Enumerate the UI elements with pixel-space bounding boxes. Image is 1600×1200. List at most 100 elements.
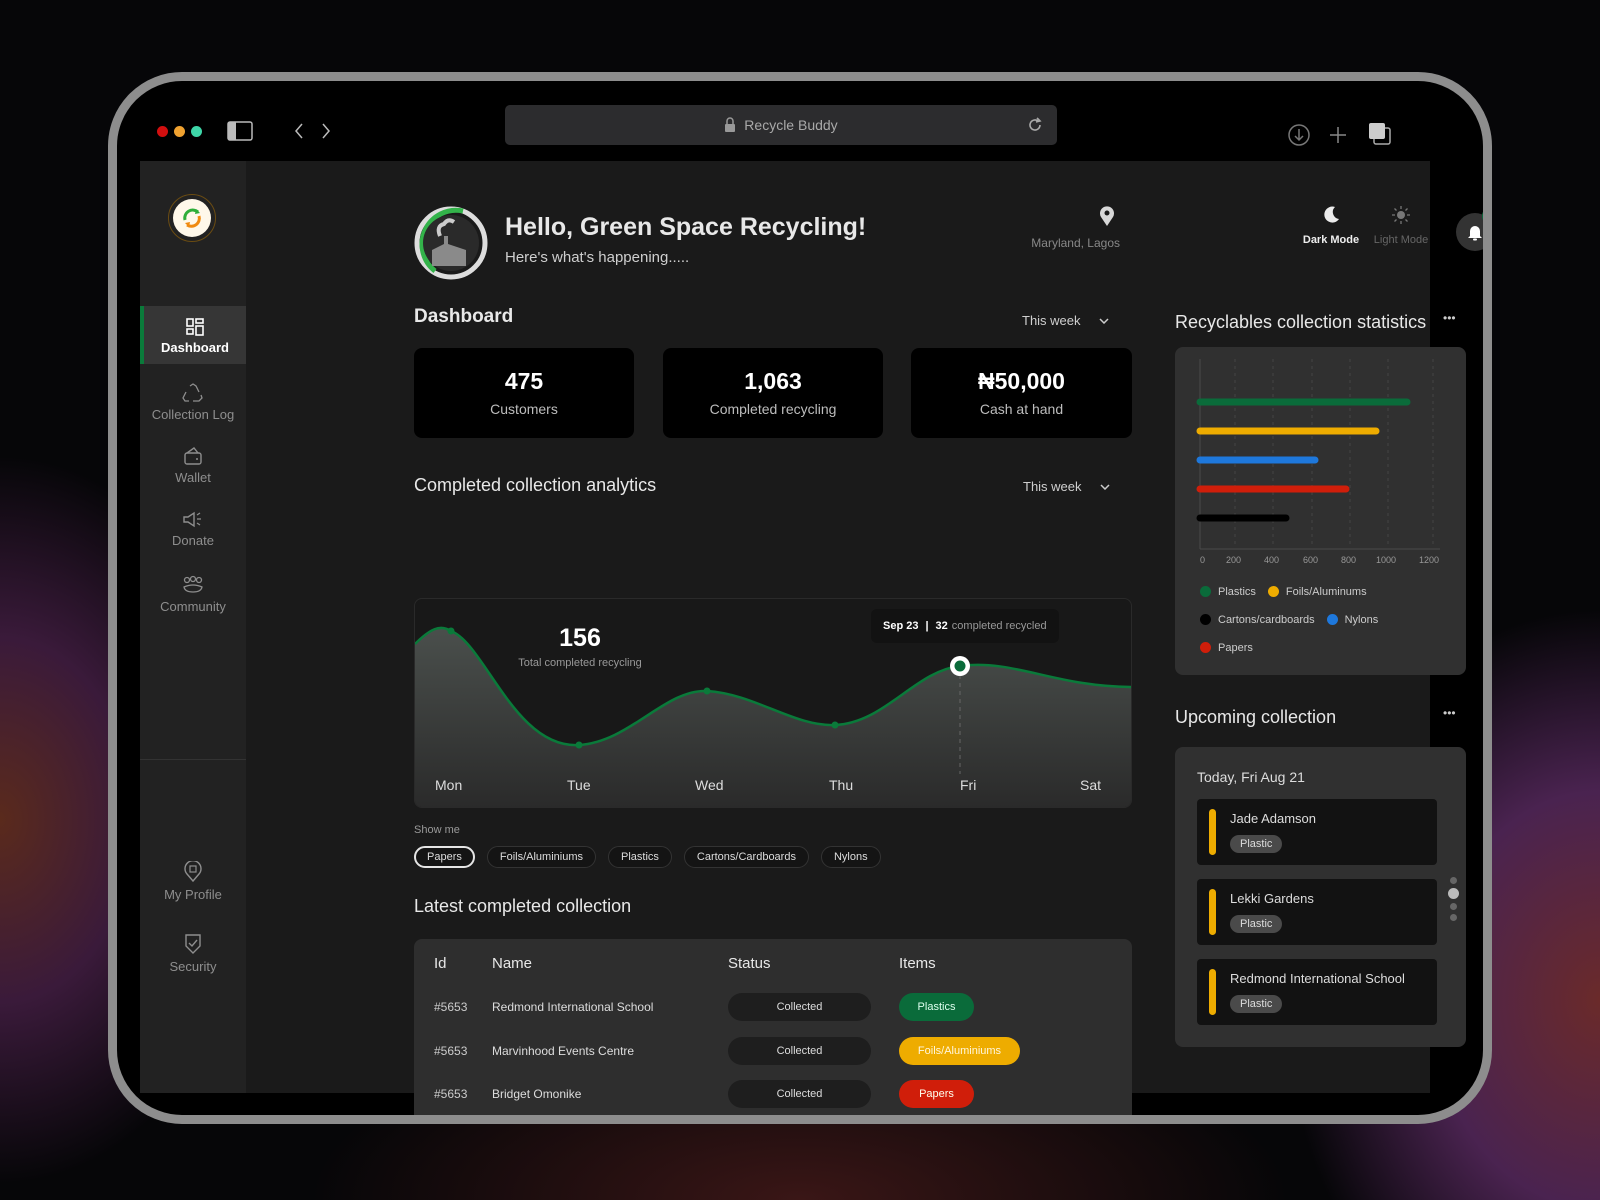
- upcoming-more-button[interactable]: •••: [1443, 706, 1456, 720]
- table-row[interactable]: #5653 Marvinhood Events Centre Collected…: [414, 1035, 1132, 1069]
- row-name: Redmond International School: [492, 1000, 654, 1014]
- item-tag: Plastic: [1230, 915, 1283, 933]
- item-name: Lekki Gardens: [1230, 891, 1314, 906]
- line-chart-plot: [415, 626, 1131, 807]
- legend-cartons: Cartons/cardboards: [1200, 614, 1315, 626]
- dark-mode-toggle[interactable]: Dark Mode: [1301, 205, 1361, 246]
- upcoming-title: Upcoming collection: [1175, 707, 1337, 727]
- sidebar-divider: [140, 759, 246, 760]
- x-label: Fri: [960, 777, 977, 793]
- forward-icon[interactable]: [320, 123, 332, 139]
- total-summary: 156 Total completed recycling: [515, 624, 645, 669]
- analytics-period-dropdown[interactable]: This week: [1023, 479, 1110, 494]
- close-window-button[interactable]: [157, 126, 168, 137]
- analytics-title: Completed collection analytics: [414, 475, 657, 495]
- row-id: #5653: [434, 1044, 468, 1058]
- maximize-window-button[interactable]: [191, 126, 202, 137]
- sidebar-item-donate[interactable]: Donate: [140, 511, 246, 548]
- app-logo[interactable]: [168, 194, 216, 242]
- svg-text:800: 800: [1341, 555, 1356, 565]
- new-tab-icon[interactable]: [1328, 125, 1348, 145]
- recycle-logo-icon: [183, 208, 201, 228]
- svg-text:200: 200: [1226, 555, 1241, 565]
- back-icon[interactable]: [293, 123, 305, 139]
- table-row[interactable]: #5653 Bridget Omonike Collected Papers: [414, 1078, 1132, 1112]
- latest-collection-title: Latest completed collection: [414, 896, 632, 916]
- stat-label: Completed recycling: [709, 401, 837, 417]
- pagination-dots[interactable]: [1447, 877, 1459, 921]
- profile-pin-icon: [184, 861, 202, 883]
- period-label: This week: [1023, 479, 1082, 494]
- company-avatar[interactable]: [414, 206, 488, 280]
- row-id: #5653: [434, 1000, 468, 1014]
- download-icon[interactable]: [1287, 123, 1311, 147]
- stat-value: ₦50,000: [978, 368, 1065, 394]
- horizontal-bar-chart: 0 200 400 600 800 1000 1200: [1196, 359, 1440, 565]
- column-header-status: Status: [728, 955, 771, 972]
- light-mode-toggle[interactable]: Light Mode: [1371, 205, 1431, 246]
- tab-overview-icon[interactable]: [1367, 121, 1393, 147]
- upcoming-date: Today, Fri Aug 21: [1197, 769, 1305, 785]
- shield-check-icon: [185, 934, 201, 954]
- item-tag: Plastic: [1230, 995, 1283, 1013]
- moon-icon: [1324, 206, 1339, 223]
- chart-tooltip: Sep 23 | 32 completed recycled: [871, 609, 1059, 643]
- sidebar-item-dashboard[interactable]: Dashboard: [140, 306, 246, 364]
- address-bar[interactable]: Recycle Buddy: [505, 105, 1057, 145]
- sidebar-item-label: Wallet: [175, 470, 211, 485]
- status-bar: [1209, 889, 1216, 935]
- stat-card-cash: ₦50,000 Cash at hand: [911, 348, 1132, 438]
- sun-icon: [1392, 206, 1410, 224]
- upcoming-item[interactable]: Jade Adamson Plastic: [1197, 799, 1437, 865]
- sidebar-item-label: Security: [169, 959, 217, 974]
- sidebar-item-label: Dashboard: [161, 340, 229, 355]
- table-row[interactable]: #5653 Redmond International School Colle…: [414, 991, 1132, 1025]
- sidebar-item-label: My Profile: [164, 887, 222, 902]
- lock-icon: [725, 117, 736, 132]
- stat-value: 1,063: [744, 368, 802, 394]
- dashboard-period-dropdown[interactable]: This week: [1022, 313, 1109, 328]
- status-bar: [1209, 969, 1216, 1015]
- reload-icon[interactable]: [1027, 117, 1043, 133]
- filter-chip-papers[interactable]: Papers: [414, 846, 475, 868]
- sidebar-item-security[interactable]: Security: [140, 933, 246, 974]
- stat-card-completed: 1,063 Completed recycling: [663, 348, 883, 438]
- upcoming-item[interactable]: Lekki Gardens Plastic: [1197, 879, 1437, 945]
- svg-text:600: 600: [1303, 555, 1318, 565]
- show-me-label: Show me: [414, 824, 460, 836]
- filter-chip-cartons[interactable]: Cartons/Cardboards: [683, 846, 809, 868]
- chart-legend: Plastics Foils/Aluminums Cartons/cardboar…: [1200, 584, 1460, 658]
- tooltip-suffix: completed recycled: [951, 620, 1047, 632]
- stats-more-button[interactable]: •••: [1443, 311, 1456, 325]
- filter-chip-plastics[interactable]: Plastics: [608, 846, 672, 868]
- item-badge: Plastics: [899, 993, 974, 1021]
- sidebar-item-community[interactable]: Community: [140, 575, 246, 614]
- main-content: Hello, Green Space Recycling! Here's wha…: [246, 161, 1483, 1115]
- column-header-items: Items: [899, 955, 936, 972]
- analytics-line-chart[interactable]: 156 Total completed recycling Sep 23 | 3…: [414, 598, 1132, 808]
- filter-chip-nylons[interactable]: Nylons: [820, 846, 881, 868]
- row-id: #5653: [434, 1087, 468, 1101]
- megaphone-icon: [183, 511, 201, 528]
- browser-window: Recycle Buddy Dashboard Collection Log W…: [108, 72, 1492, 1124]
- light-mode-label: Light Mode: [1373, 234, 1429, 246]
- stats-panel-title: Recyclables collection statistics: [1175, 312, 1427, 332]
- minimize-window-button[interactable]: [174, 126, 185, 137]
- notifications-button[interactable]: 4: [1456, 207, 1483, 251]
- greeting-subtitle: Here's what's happening.....: [505, 249, 690, 266]
- filter-chip-foils[interactable]: Foils/Aluminiums: [486, 846, 596, 868]
- item-badge: Papers: [899, 1080, 974, 1108]
- legend-papers: Papers: [1200, 642, 1253, 654]
- sidebar-toggle-icon[interactable]: [227, 121, 253, 141]
- stat-label: Customers: [490, 401, 558, 417]
- status-badge: Collected: [728, 1037, 871, 1065]
- upcoming-item[interactable]: Redmond International School Plastic: [1197, 959, 1437, 1025]
- x-label: Tue: [567, 777, 591, 793]
- stat-value: 475: [504, 368, 544, 394]
- status-bar: [1209, 809, 1216, 855]
- sidebar-item-my-profile[interactable]: My Profile: [140, 861, 246, 902]
- recycle-icon: [182, 383, 203, 402]
- sidebar-item-collection-log[interactable]: Collection Log: [140, 383, 246, 422]
- x-label: Wed: [695, 777, 724, 793]
- sidebar-item-wallet[interactable]: Wallet: [140, 446, 246, 485]
